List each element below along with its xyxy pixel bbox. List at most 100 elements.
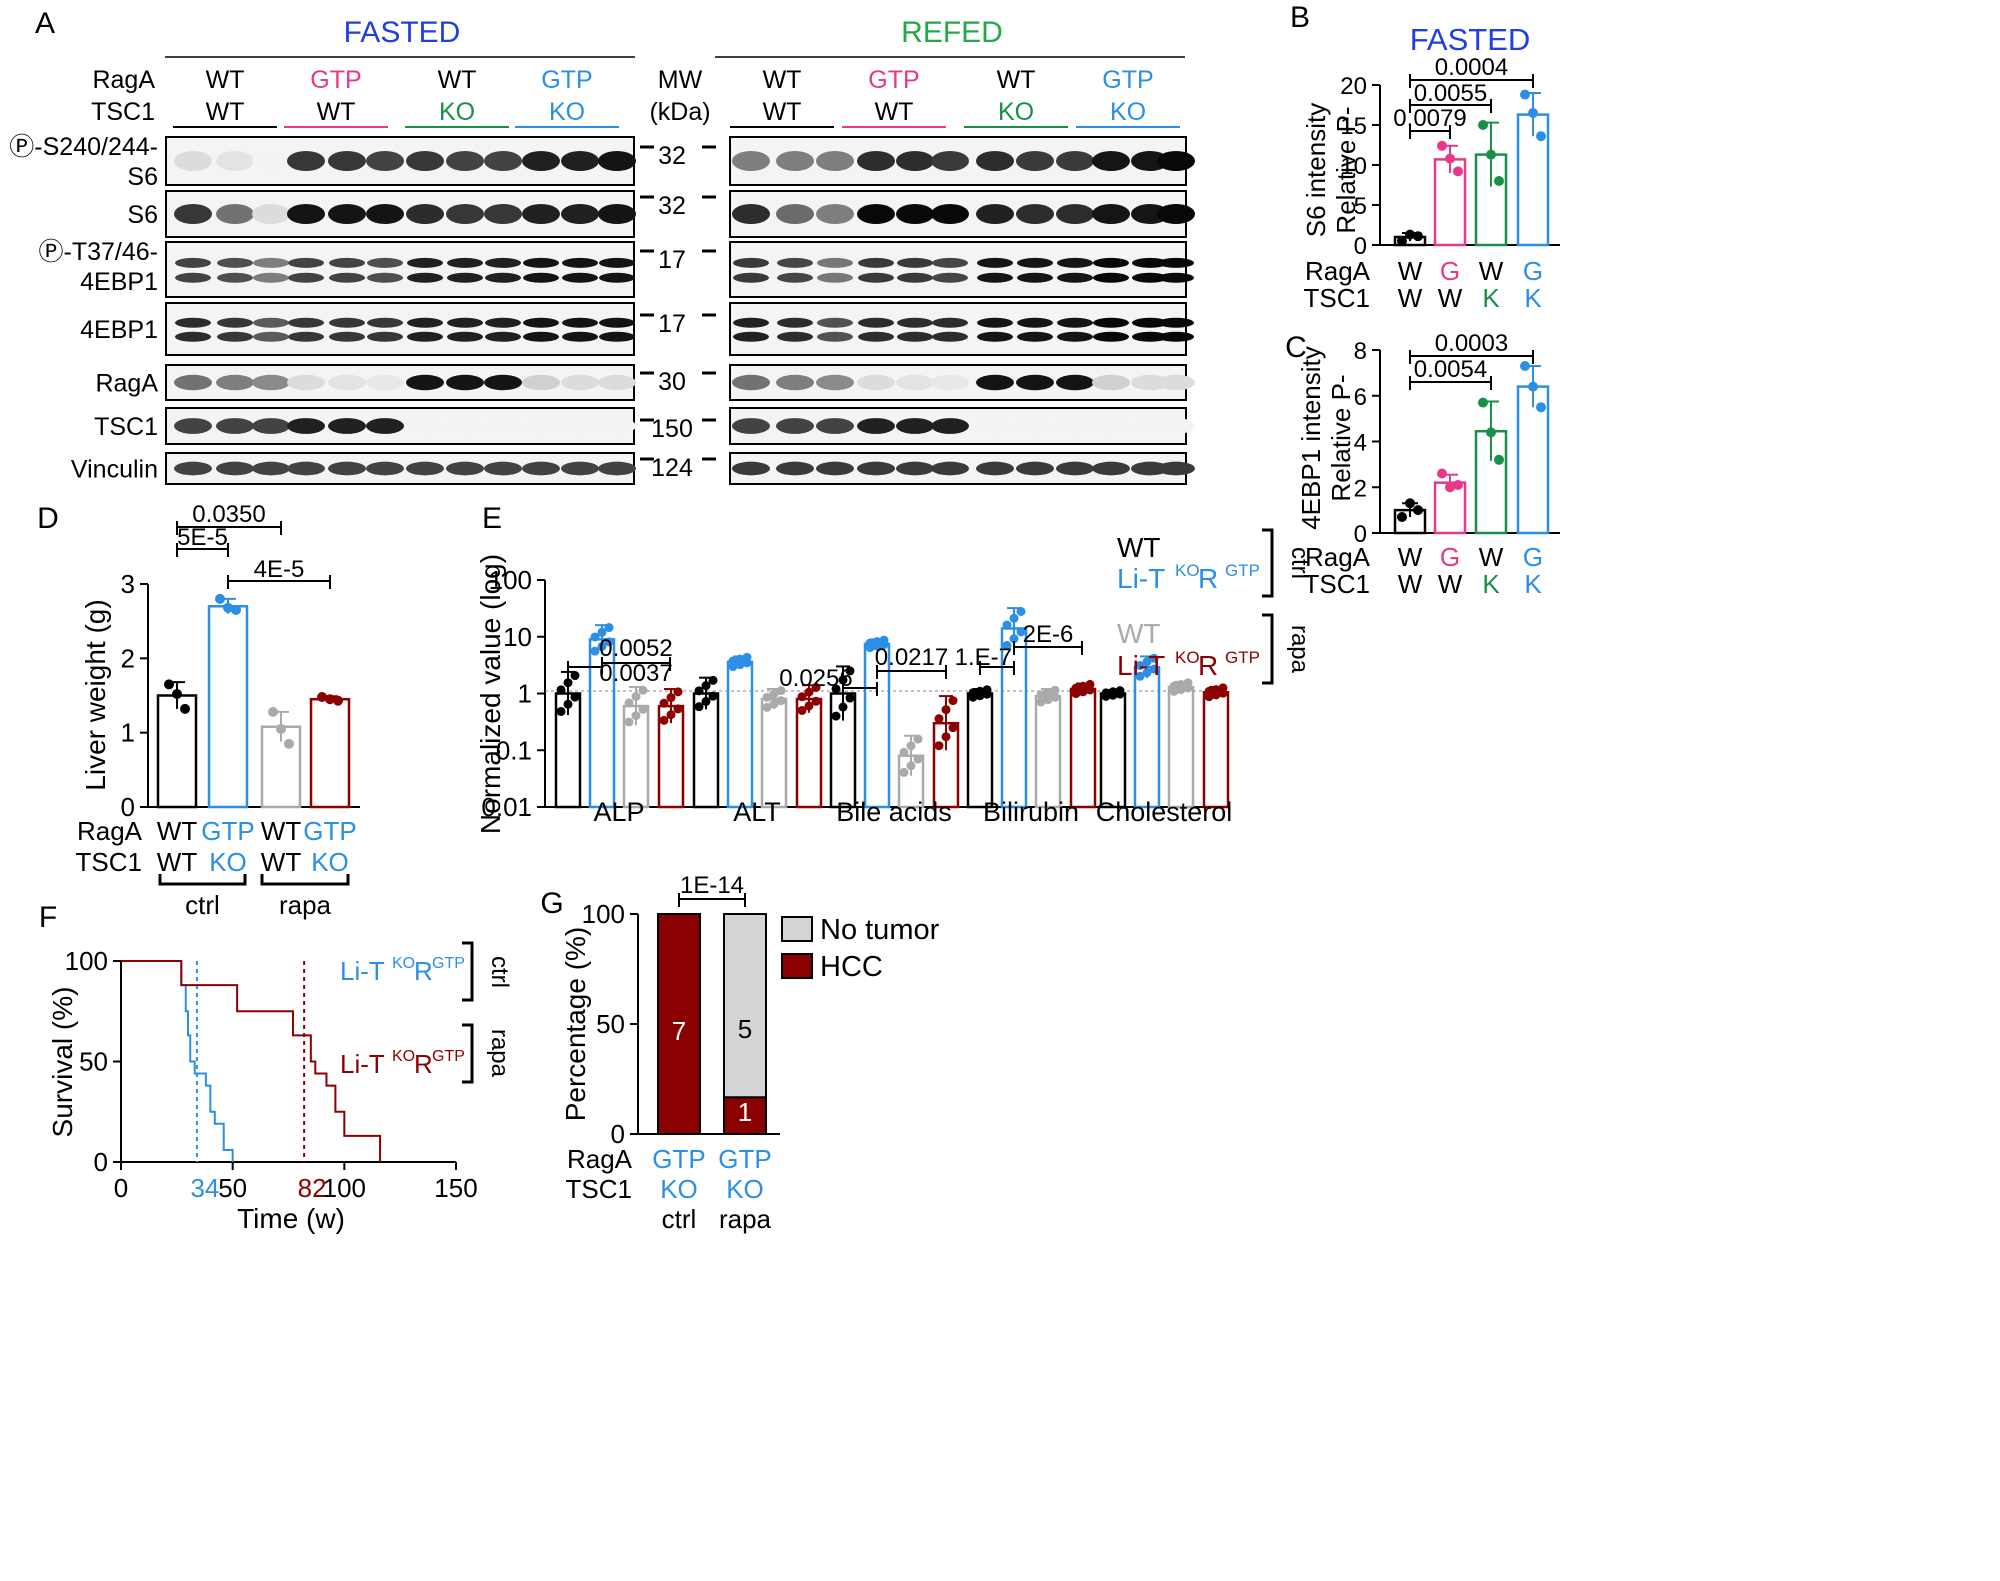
panel-b-y-ticklabel: 20 [1340, 73, 1367, 100]
band [446, 461, 484, 476]
panel-d-datapoint [268, 706, 278, 717]
panel-b-datapoint [1494, 176, 1504, 186]
band [1093, 331, 1129, 342]
panel-d-bar [309, 697, 351, 809]
band [485, 257, 521, 268]
panel-e-legend-bracket-rapa [1262, 613, 1274, 685]
group-raga-label: WT [997, 66, 1036, 94]
band [561, 374, 599, 391]
panel-b-datapoint [1437, 140, 1447, 151]
panel-e-datapoint [1211, 685, 1221, 695]
panel-g-tsc1-label: TSC1 [566, 1174, 632, 1204]
band [776, 374, 814, 391]
panel-d-y-ticklabel: 3 [121, 569, 135, 599]
band [329, 331, 365, 342]
panel-f-legend-ko-sup: KO [392, 1048, 415, 1065]
panel-f-x-ticklabel: 100 [323, 1173, 366, 1203]
panel-g-letter: G [540, 887, 563, 920]
panel-e-datapoint [948, 723, 958, 733]
band [932, 331, 968, 342]
blot-label: Ⓟ-T37/46- [39, 238, 158, 266]
band [732, 204, 770, 224]
panel-g-raga-label: RagA [567, 1144, 633, 1174]
panel-b-datapoint [1397, 236, 1407, 246]
band [252, 374, 290, 391]
band [329, 272, 365, 283]
panel-d-p2-pvalue: 5E-5 [177, 524, 228, 551]
band [329, 317, 365, 328]
panel-e-datapoint [831, 684, 841, 694]
panel-e-legend-r: R [1198, 563, 1218, 594]
band [447, 272, 483, 283]
band [857, 151, 895, 171]
band [897, 257, 933, 268]
panel-e-legend-wt-rapa: WT [1117, 618, 1161, 649]
group-tsc1-label: KO [549, 98, 585, 126]
panel-e-legend-wt: WT [1117, 532, 1161, 563]
band [816, 374, 854, 391]
band [932, 317, 968, 328]
band [598, 374, 636, 391]
band [1158, 331, 1194, 342]
band [562, 272, 598, 283]
panel-d-tsc1-value: WT [157, 847, 198, 877]
raga-row-label: RagA [92, 66, 155, 94]
band [816, 461, 854, 476]
panel-e-datapoint [968, 688, 978, 698]
panel-d-raga-value: WT [157, 816, 198, 846]
panel-b-ylabel-2: S6 intensity [1301, 103, 1331, 237]
band [599, 257, 635, 268]
band [816, 204, 854, 224]
panel-e-bar [1133, 666, 1161, 809]
band [216, 204, 254, 224]
panel-e-datapoint [1149, 664, 1159, 674]
panel-d-bar [207, 605, 249, 809]
panel-g-tsc1-value: KO [660, 1174, 698, 1204]
band [976, 461, 1014, 476]
panel-b-tsc1-value: W [1398, 283, 1423, 313]
panel-d-y-ticklabel: 1 [121, 718, 135, 748]
band [857, 461, 895, 476]
group-raga-label: GTP [310, 66, 361, 94]
band [1092, 151, 1130, 171]
band [174, 418, 212, 434]
panel-c-datapoint [1486, 427, 1496, 438]
band [776, 461, 814, 476]
band [562, 317, 598, 328]
panel-c-ylabel-2: 4EBP1 intensity [1296, 346, 1326, 530]
band [896, 151, 934, 171]
panel-c-datapoint [1520, 361, 1530, 372]
band [598, 461, 636, 476]
band [252, 204, 290, 224]
band [288, 317, 324, 328]
panel-d-datapoint [180, 703, 190, 714]
band [733, 331, 769, 342]
panel-f-median-blue: 34 [190, 1173, 219, 1203]
panel-d-raga-value: GTP [201, 816, 254, 846]
panel-e-datapoint [769, 689, 779, 699]
band [217, 272, 253, 283]
band [732, 461, 770, 476]
panel-c-tsc1-value: K [1482, 569, 1500, 599]
panel-d-group-label: ctrl [185, 890, 220, 920]
band [896, 418, 934, 434]
panel-e-pvalue-5: 1.E-7 [955, 644, 1012, 671]
band [367, 317, 403, 328]
panel-f-letter: F [39, 901, 57, 934]
band [174, 151, 212, 171]
panel-f-legend-gtp-sup: GTP [432, 955, 465, 972]
panel-f-x-ticklabel: 0 [114, 1173, 128, 1203]
band [1056, 151, 1094, 171]
panel-d-bar [156, 694, 198, 809]
panel-b-datapoint [1413, 231, 1423, 242]
band [598, 204, 636, 224]
band [932, 257, 968, 268]
band [217, 331, 253, 342]
panel-e-datapoint [570, 671, 580, 681]
band [406, 418, 444, 434]
panel-d-tsc1-value: KO [209, 847, 247, 877]
panel-d-datapoint [325, 694, 335, 705]
band [977, 272, 1013, 283]
band [858, 331, 894, 342]
band [1131, 204, 1169, 224]
